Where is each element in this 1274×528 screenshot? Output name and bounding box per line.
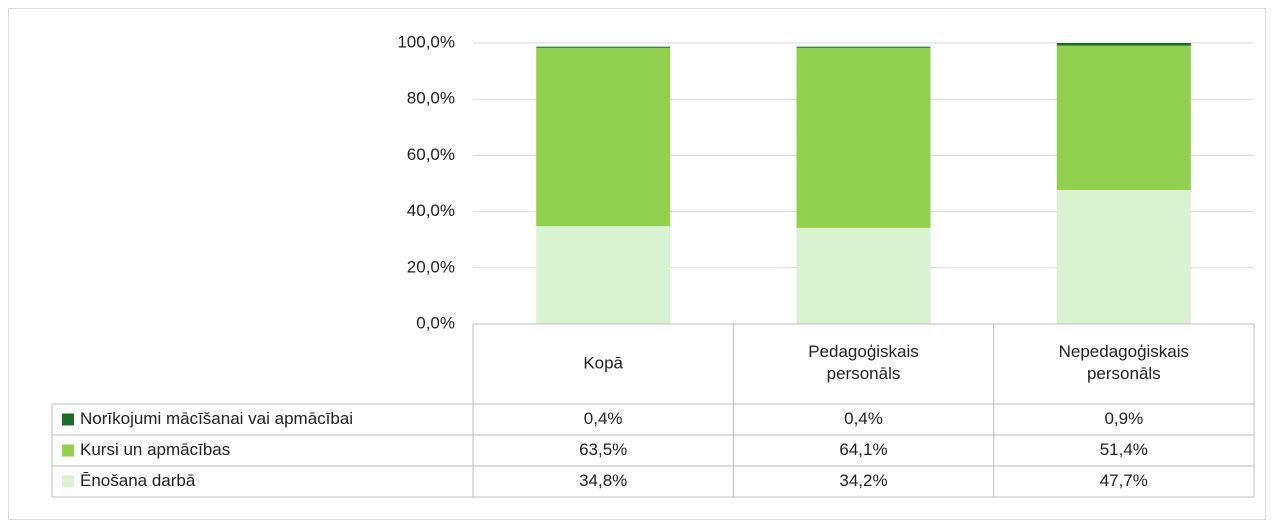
bar-segment xyxy=(536,47,671,227)
table-value: 63,5% xyxy=(579,440,627,459)
y-tick-label: 0,0% xyxy=(416,313,455,332)
legend-label: Kursi un apmācības xyxy=(80,440,230,459)
bar-segment xyxy=(536,46,671,48)
x-tick-label: Nepedagoģiskais personāls xyxy=(1059,342,1189,383)
legend-swatch xyxy=(62,413,74,426)
x-tick-label: Pedagoģiskais personāls xyxy=(808,342,919,383)
legend-swatch xyxy=(62,444,74,457)
bar-segment xyxy=(1056,45,1191,190)
legend-label: Norīkojumi mācīšanai vai apmācībai xyxy=(80,409,353,428)
table-value: 0,4% xyxy=(584,409,623,428)
bar-segment xyxy=(536,226,671,324)
y-tick-label: 80,0% xyxy=(407,89,455,108)
bar-segment xyxy=(1056,189,1191,324)
bar-segment xyxy=(796,46,931,48)
table-value: 34,8% xyxy=(579,471,627,490)
y-tick-label: 100,0% xyxy=(397,32,455,51)
x-tick-label: Kopā xyxy=(583,353,623,372)
legend-label: Ēnošana darbā xyxy=(80,471,196,490)
table-value: 34,2% xyxy=(839,471,887,490)
y-tick-label: 40,0% xyxy=(407,201,455,220)
table-value: 51,4% xyxy=(1100,440,1148,459)
y-tick-label: 60,0% xyxy=(407,145,455,164)
y-tick-label: 20,0% xyxy=(407,257,455,276)
table-value: 0,4% xyxy=(844,409,883,428)
table-value: 64,1% xyxy=(839,440,887,459)
bar-segment xyxy=(796,227,931,324)
table-value: 0,9% xyxy=(1104,409,1143,428)
table-value: 47,7% xyxy=(1100,471,1148,490)
bar-segment xyxy=(796,47,931,228)
bar-segment xyxy=(1056,43,1191,46)
legend-swatch xyxy=(62,475,74,488)
